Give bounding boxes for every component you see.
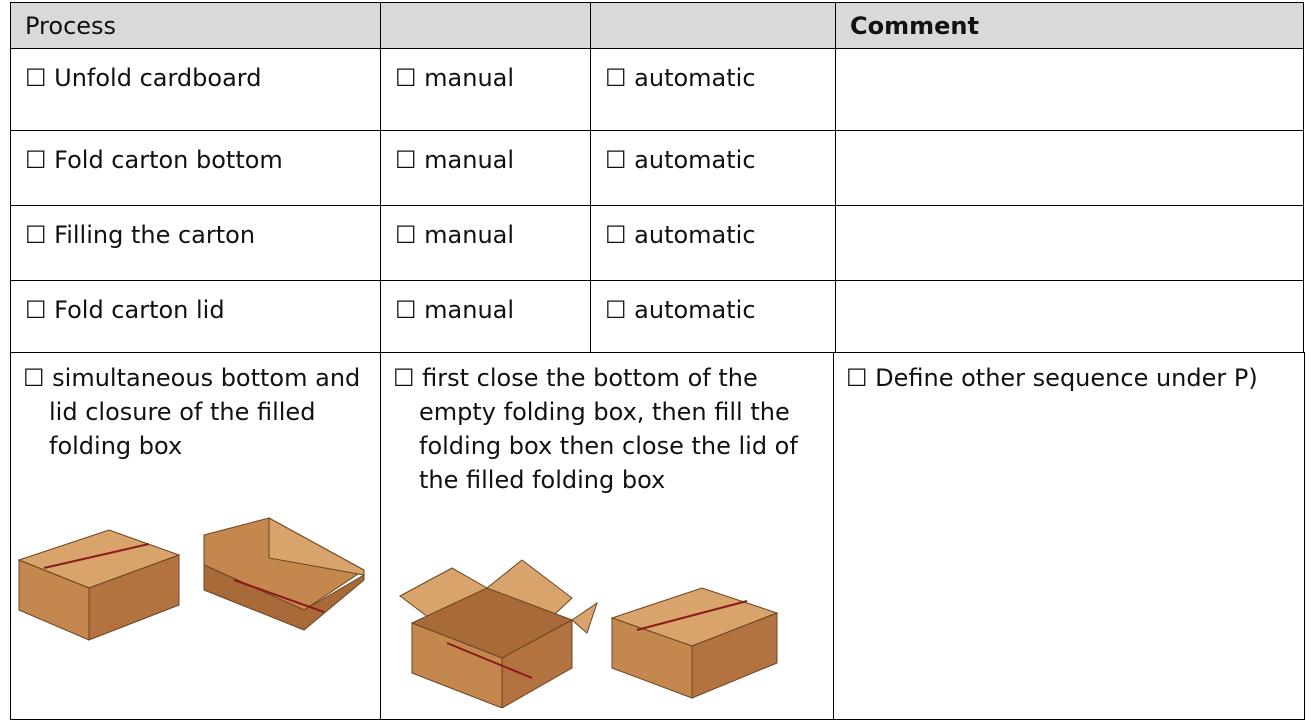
table-cell: ☐ first close the bottom of the empty fo… xyxy=(380,352,834,720)
open-and-closed-box-illustrations xyxy=(399,559,779,708)
table-cell: ☐ Define other sequence under P) xyxy=(833,352,1305,720)
table-cell: ☐ manual xyxy=(380,130,591,206)
table-cell: ☐ Filling the carton xyxy=(10,205,381,281)
table-cell: ☐ simultaneous bottom and lid closure of… xyxy=(10,352,381,720)
table-cell: Comment xyxy=(835,2,1304,49)
empty-cell xyxy=(590,2,836,49)
empty-cell xyxy=(835,280,1304,353)
table-cell: ☐ manual xyxy=(380,280,591,353)
table-cell: ☐ automatic xyxy=(590,205,836,281)
table-cell: ☐ manual xyxy=(380,48,591,131)
empty-cell xyxy=(380,2,591,49)
table-cell: Process xyxy=(10,2,381,49)
table-cell: ☐ Unfold cardboard xyxy=(10,48,381,131)
table-cell: ☐ automatic xyxy=(590,48,836,131)
empty-cell xyxy=(835,205,1304,281)
table-cell: ☐ automatic xyxy=(590,130,836,206)
closed-box-illustrations xyxy=(17,517,365,641)
table-cell: ☐ Fold carton lid xyxy=(10,280,381,353)
table-cell: ☐ automatic xyxy=(590,280,836,353)
empty-cell xyxy=(835,130,1304,206)
empty-cell xyxy=(835,48,1304,131)
table-cell: ☐ manual xyxy=(380,205,591,281)
table-cell: ☐ Fold carton bottom xyxy=(10,130,381,206)
